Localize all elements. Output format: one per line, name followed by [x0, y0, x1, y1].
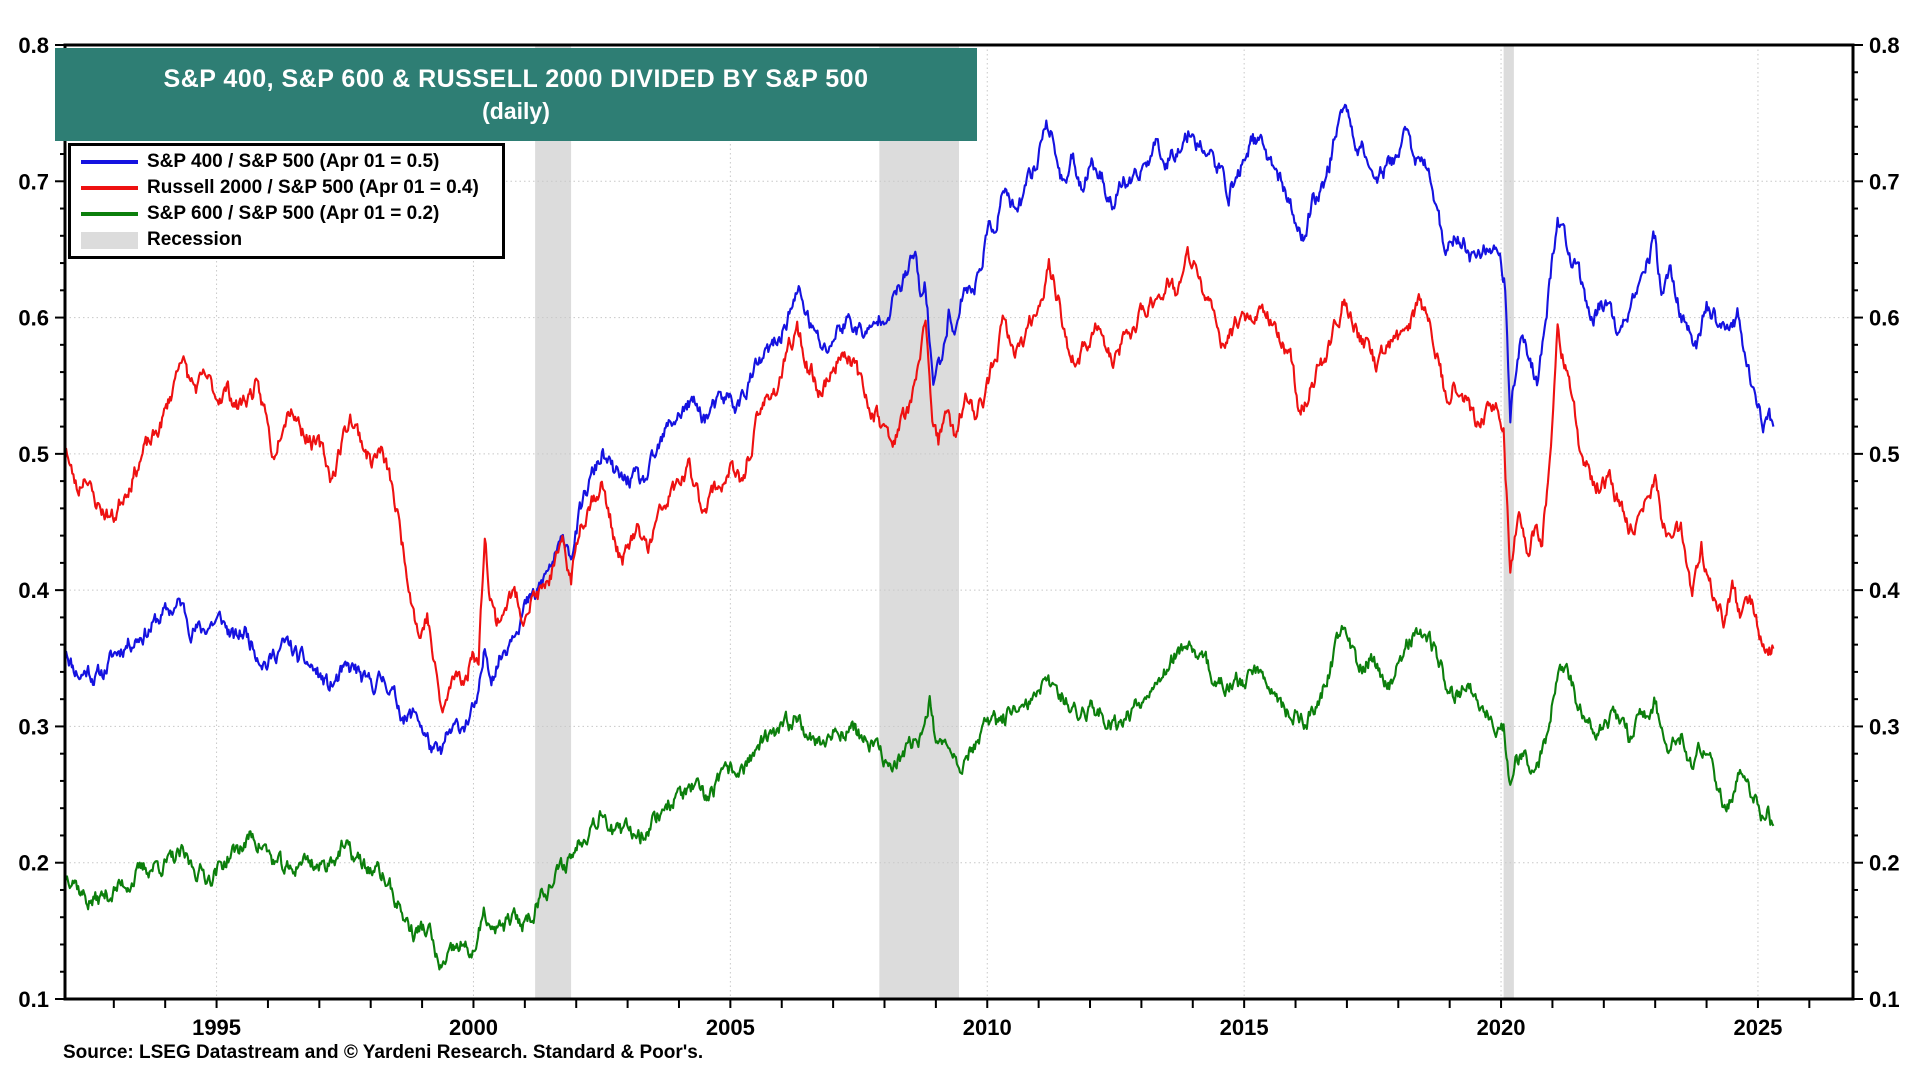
- y-axis-label-left: 0.7: [18, 169, 49, 194]
- y-axis-label-left: 0.1: [18, 987, 49, 1012]
- legend-item-sp600: S&P 600 / S&P 500 (Apr 01 = 0.2): [81, 202, 502, 227]
- series-line-russell-2000-s-p-500: [65, 245, 1775, 714]
- y-axis-label-right: 0.3: [1869, 714, 1900, 739]
- legend-item-recession: Recession: [81, 228, 502, 253]
- x-axis-label: 2015: [1220, 1015, 1269, 1040]
- y-axis-label-left: 0.6: [18, 306, 49, 331]
- y-axis-label-right: 0.5: [1869, 442, 1900, 467]
- x-axis-label: 2020: [1477, 1015, 1526, 1040]
- x-axis-label: 2010: [963, 1015, 1012, 1040]
- chart-title-box: S&P 400, S&P 600 & RUSSELL 2000 DIVIDED …: [55, 48, 977, 141]
- sp400-line-swatch-icon: [81, 160, 138, 164]
- legend-label-sp400: S&P 400 / S&P 500 (Apr 01 = 0.5): [147, 151, 440, 172]
- recession-band: [879, 45, 959, 999]
- y-axis-label-left: 0.3: [18, 714, 49, 739]
- series-line-s-p-400-s-p-500: [65, 103, 1775, 756]
- y-axis-label-left: 0.5: [18, 442, 49, 467]
- russell2000-line-swatch-icon: [81, 186, 138, 190]
- y-axis-label-right: 0.7: [1869, 169, 1900, 194]
- y-axis-label-right: 0.8: [1869, 33, 1900, 58]
- y-axis-label-left: 0.2: [18, 851, 49, 876]
- source-text: Source: LSEG Datastream and © Yardeni Re…: [63, 1042, 704, 1063]
- plot-border: [63, 43, 1855, 1001]
- x-axis-label: 2000: [449, 1015, 498, 1040]
- recession-box-swatch-icon: [81, 231, 138, 249]
- y-axis-label-right: 0.1: [1869, 987, 1900, 1012]
- x-axis-label: 1995: [192, 1015, 241, 1040]
- y-axis-label-right: 0.4: [1869, 578, 1900, 603]
- legend-box: S&P 400 / S&P 500 (Apr 01 = 0.5) Russell…: [68, 143, 505, 259]
- chart-title: S&P 400, S&P 600 & RUSSELL 2000 DIVIDED …: [163, 64, 869, 93]
- y-axis-label-left: 0.8: [18, 33, 49, 58]
- chart-subtitle: (daily): [482, 97, 550, 124]
- legend-item-sp400: S&P 400 / S&P 500 (Apr 01 = 0.5): [81, 150, 502, 175]
- legend-label-recession: Recession: [147, 229, 243, 250]
- sp600-line-swatch-icon: [81, 212, 138, 216]
- legend-label-sp600: S&P 600 / S&P 500 (Apr 01 = 0.2): [147, 203, 440, 224]
- y-axis-label-left: 0.4: [18, 578, 49, 603]
- recession-band: [535, 45, 572, 999]
- y-axis-label-right: 0.2: [1869, 851, 1900, 876]
- legend-label-russell2000: Russell 2000 / S&P 500 (Apr 01 = 0.4): [147, 177, 479, 198]
- x-axis-label: 2025: [1733, 1015, 1782, 1040]
- legend-item-russell2000: Russell 2000 / S&P 500 (Apr 01 = 0.4): [81, 176, 502, 201]
- y-axis-label-right: 0.6: [1869, 306, 1900, 331]
- x-axis-label: 2005: [706, 1015, 755, 1040]
- series-line-s-p-600-s-p-500: [65, 624, 1775, 971]
